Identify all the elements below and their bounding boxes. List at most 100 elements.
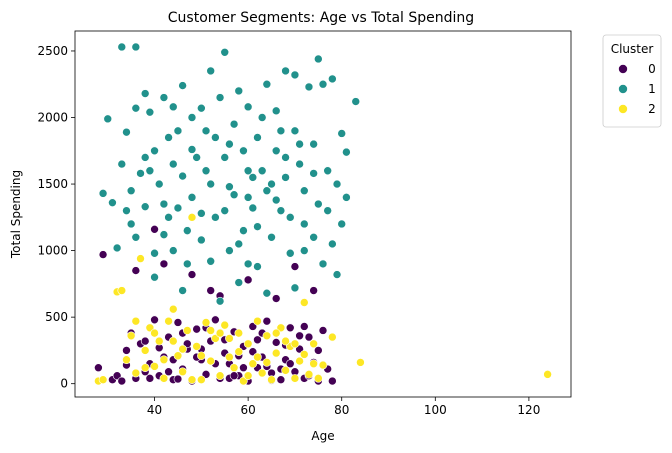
legend-label: 1 — [648, 82, 656, 96]
point-cluster-1 — [328, 239, 337, 249]
point-cluster-2 — [262, 331, 272, 341]
point-cluster-1 — [220, 47, 230, 57]
point-cluster-0 — [159, 259, 169, 269]
point-cluster-2 — [314, 374, 323, 383]
point-cluster-1 — [271, 106, 281, 116]
point-cluster-1 — [299, 186, 309, 196]
point-cluster-1 — [140, 153, 150, 162]
point-cluster-2 — [164, 316, 173, 326]
plot-area-frame — [74, 30, 572, 398]
point-cluster-1 — [220, 206, 230, 215]
point-cluster-1 — [267, 232, 276, 242]
point-cluster-0 — [150, 315, 159, 325]
point-cluster-1 — [262, 288, 272, 298]
point-cluster-2 — [168, 336, 178, 346]
point-cluster-1 — [337, 219, 347, 229]
point-cluster-2 — [271, 328, 281, 338]
point-cluster-2 — [173, 351, 183, 361]
point-cluster-2 — [290, 374, 300, 383]
point-cluster-2 — [248, 359, 258, 369]
point-cluster-1 — [332, 179, 342, 189]
point-cluster-1 — [168, 246, 178, 255]
point-cluster-1 — [140, 202, 150, 211]
point-cluster-1 — [234, 86, 244, 96]
point-cluster-2 — [225, 352, 234, 362]
point-cluster-1 — [271, 195, 281, 205]
point-cluster-2 — [253, 352, 262, 362]
point-cluster-1 — [314, 199, 323, 209]
y-axis-label: Total Spending — [9, 170, 23, 259]
point-cluster-1 — [318, 259, 328, 269]
point-cluster-2 — [220, 320, 230, 330]
point-cluster-2 — [187, 213, 197, 222]
point-cluster-1 — [253, 133, 262, 142]
point-cluster-2 — [206, 326, 215, 335]
point-cluster-2 — [98, 375, 108, 384]
point-cluster-1 — [164, 133, 173, 142]
point-cluster-1 — [126, 186, 136, 196]
point-cluster-2 — [140, 363, 150, 373]
point-cluster-2 — [183, 326, 192, 335]
point-cluster-0 — [239, 363, 248, 373]
y-tick-label: 2000 — [37, 111, 68, 125]
x-tick-label: 60 — [240, 403, 255, 417]
point-cluster-1 — [117, 159, 127, 169]
point-cluster-0 — [122, 346, 131, 355]
x-axis-label: Age — [311, 429, 334, 443]
point-cluster-1 — [201, 126, 211, 136]
point-cluster-2 — [201, 318, 211, 327]
point-cluster-1 — [337, 129, 347, 138]
point-cluster-1 — [281, 173, 290, 182]
point-cluster-0 — [295, 331, 304, 341]
point-cluster-0 — [98, 250, 108, 259]
x-tick-label: 80 — [334, 403, 349, 417]
point-cluster-1 — [211, 213, 220, 222]
point-cluster-1 — [342, 193, 351, 202]
point-cluster-0 — [145, 374, 155, 383]
point-cluster-1 — [206, 66, 215, 76]
point-cluster-1 — [243, 259, 253, 269]
point-cluster-1 — [187, 113, 197, 122]
point-cluster-0 — [173, 318, 183, 327]
point-cluster-1 — [248, 203, 258, 213]
point-cluster-0 — [173, 374, 183, 384]
point-cluster-1 — [197, 235, 206, 245]
legend-label: 2 — [648, 102, 656, 116]
point-cluster-1 — [243, 102, 253, 112]
x-tick-label: 100 — [424, 403, 447, 417]
legend: Cluster 0 1 2 — [602, 34, 662, 128]
point-cluster-1 — [248, 173, 258, 182]
point-cluster-1 — [243, 166, 253, 176]
point-cluster-1 — [150, 146, 159, 156]
point-cluster-1 — [159, 199, 169, 209]
point-cluster-1 — [351, 97, 361, 106]
point-cluster-1 — [229, 119, 239, 129]
point-cluster-1 — [145, 107, 155, 117]
point-cluster-2 — [131, 316, 141, 326]
point-cluster-0 — [290, 262, 300, 271]
point-cluster-1 — [257, 166, 267, 176]
point-cluster-2 — [122, 355, 131, 365]
point-cluster-0 — [271, 294, 281, 303]
point-cluster-1 — [122, 127, 131, 137]
y-tick-label: 2500 — [37, 44, 68, 58]
y-tick-label: 500 — [45, 310, 68, 324]
point-cluster-2 — [154, 336, 164, 346]
point-cluster-0 — [206, 286, 215, 295]
point-cluster-0 — [94, 363, 103, 373]
point-cluster-1 — [309, 169, 318, 178]
point-cluster-0 — [285, 323, 295, 333]
point-cluster-0 — [187, 270, 197, 279]
point-cluster-2 — [206, 356, 215, 366]
point-cluster-1 — [197, 103, 206, 113]
point-cluster-1 — [239, 226, 248, 235]
point-cluster-0 — [229, 371, 239, 381]
point-cluster-1 — [117, 42, 127, 52]
point-cluster-1 — [299, 219, 309, 229]
point-cluster-1 — [328, 74, 337, 84]
point-cluster-1 — [206, 256, 215, 266]
point-cluster-2 — [131, 368, 141, 378]
point-cluster-0 — [299, 322, 309, 331]
point-cluster-1 — [126, 219, 136, 229]
